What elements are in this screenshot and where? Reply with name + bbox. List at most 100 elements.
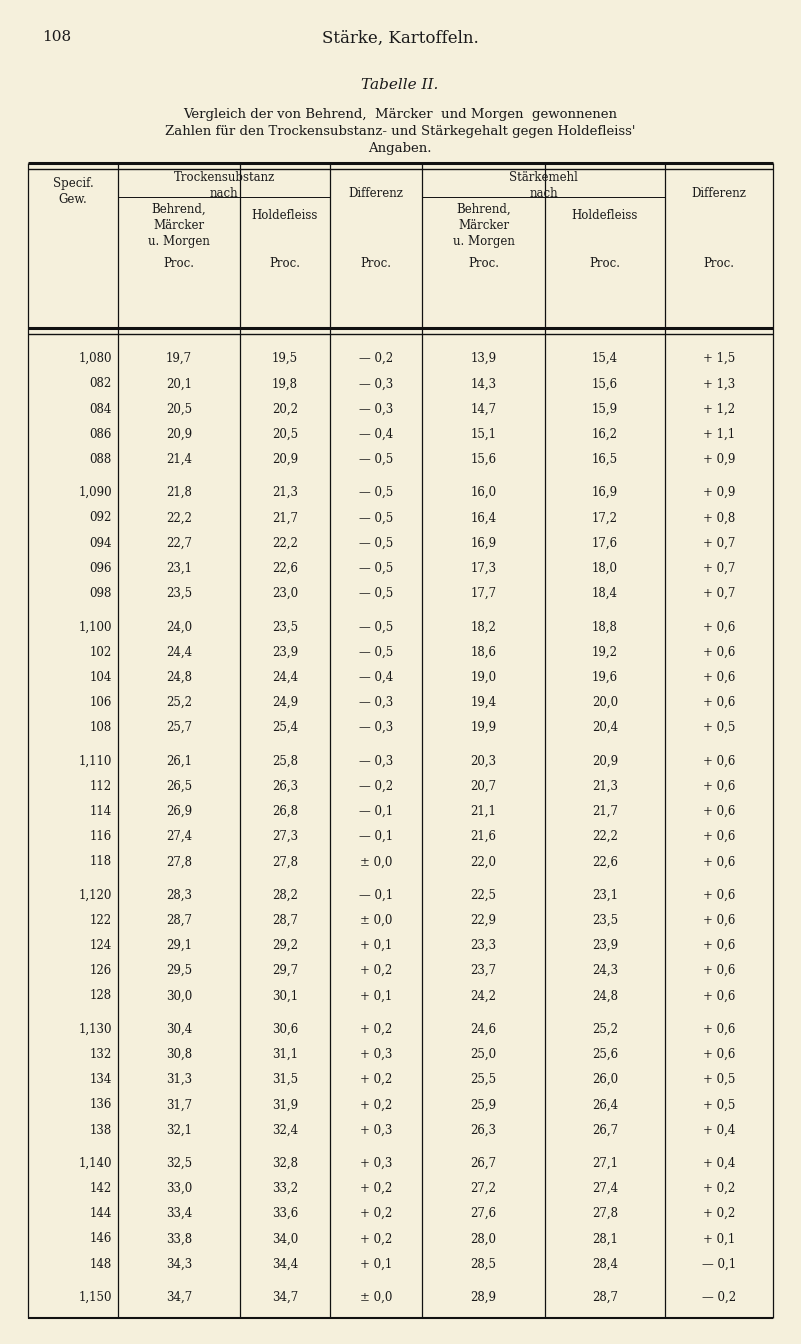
Text: 21,8: 21,8	[166, 487, 192, 499]
Text: + 0,2: + 0,2	[360, 1232, 392, 1246]
Text: — 0,2: — 0,2	[359, 780, 393, 793]
Text: 22,5: 22,5	[470, 888, 497, 902]
Text: 25,2: 25,2	[166, 696, 192, 710]
Text: ± 0,0: ± 0,0	[360, 1290, 392, 1304]
Text: 1,120: 1,120	[78, 888, 112, 902]
Text: 23,9: 23,9	[592, 939, 618, 952]
Text: 24,9: 24,9	[272, 696, 298, 710]
Text: + 0,6: + 0,6	[702, 1023, 735, 1036]
Text: 092: 092	[90, 512, 112, 524]
Text: 20,2: 20,2	[272, 403, 298, 415]
Text: + 0,1: + 0,1	[702, 1232, 735, 1246]
Text: 32,4: 32,4	[272, 1124, 298, 1137]
Text: 122: 122	[90, 914, 112, 927]
Text: — 0,4: — 0,4	[359, 427, 393, 441]
Text: — 0,3: — 0,3	[359, 378, 393, 390]
Text: 26,5: 26,5	[166, 780, 192, 793]
Text: 23,7: 23,7	[470, 964, 497, 977]
Text: Proc.: Proc.	[703, 257, 735, 270]
Text: 26,7: 26,7	[592, 1124, 618, 1137]
Text: 116: 116	[90, 831, 112, 843]
Text: 20,4: 20,4	[592, 722, 618, 734]
Text: 33,2: 33,2	[272, 1181, 298, 1195]
Text: Märcker: Märcker	[458, 219, 509, 233]
Text: + 0,3: + 0,3	[360, 1048, 392, 1060]
Text: + 0,7: + 0,7	[702, 536, 735, 550]
Text: 18,2: 18,2	[470, 621, 497, 633]
Text: 31,3: 31,3	[166, 1073, 192, 1086]
Text: 17,6: 17,6	[592, 536, 618, 550]
Text: Stärkemehl: Stärkemehl	[509, 171, 578, 184]
Text: + 0,6: + 0,6	[702, 754, 735, 767]
Text: 31,7: 31,7	[166, 1098, 192, 1111]
Text: 082: 082	[90, 378, 112, 390]
Text: + 0,9: + 0,9	[702, 453, 735, 466]
Text: + 0,6: + 0,6	[702, 645, 735, 659]
Text: 18,6: 18,6	[470, 645, 497, 659]
Text: 29,7: 29,7	[272, 964, 298, 977]
Text: — 0,5: — 0,5	[359, 536, 393, 550]
Text: 098: 098	[90, 587, 112, 601]
Text: 25,7: 25,7	[166, 722, 192, 734]
Text: 21,1: 21,1	[470, 805, 497, 818]
Text: 138: 138	[90, 1124, 112, 1137]
Text: Märcker: Märcker	[154, 219, 204, 233]
Text: 23,9: 23,9	[272, 645, 298, 659]
Text: 28,7: 28,7	[592, 1290, 618, 1304]
Text: 26,4: 26,4	[592, 1098, 618, 1111]
Text: 29,1: 29,1	[166, 939, 192, 952]
Text: — 0,1: — 0,1	[359, 888, 393, 902]
Text: u. Morgen: u. Morgen	[453, 235, 514, 249]
Text: 30,1: 30,1	[272, 989, 298, 1003]
Text: 28,4: 28,4	[592, 1258, 618, 1270]
Text: 148: 148	[90, 1258, 112, 1270]
Text: 108: 108	[42, 30, 71, 44]
Text: 22,9: 22,9	[470, 914, 497, 927]
Text: Proc.: Proc.	[590, 257, 621, 270]
Text: Proc.: Proc.	[269, 257, 300, 270]
Text: — 0,3: — 0,3	[359, 754, 393, 767]
Text: 20,5: 20,5	[166, 403, 192, 415]
Text: + 0,6: + 0,6	[702, 621, 735, 633]
Text: 1,090: 1,090	[78, 487, 112, 499]
Text: — 0,4: — 0,4	[359, 671, 393, 684]
Text: u. Morgen: u. Morgen	[148, 235, 210, 249]
Text: 28,0: 28,0	[470, 1232, 497, 1246]
Text: 22,2: 22,2	[272, 536, 298, 550]
Text: 28,7: 28,7	[272, 914, 298, 927]
Text: — 0,1: — 0,1	[359, 805, 393, 818]
Text: 20,7: 20,7	[470, 780, 497, 793]
Text: 106: 106	[90, 696, 112, 710]
Text: 25,4: 25,4	[272, 722, 298, 734]
Text: — 0,5: — 0,5	[359, 587, 393, 601]
Text: — 0,5: — 0,5	[359, 453, 393, 466]
Text: 22,2: 22,2	[166, 512, 192, 524]
Text: 27,4: 27,4	[592, 1181, 618, 1195]
Text: 26,3: 26,3	[470, 1124, 497, 1137]
Text: 34,0: 34,0	[272, 1232, 298, 1246]
Text: 27,1: 27,1	[592, 1157, 618, 1169]
Text: 27,8: 27,8	[166, 855, 192, 868]
Text: 146: 146	[90, 1232, 112, 1246]
Text: 19,0: 19,0	[470, 671, 497, 684]
Text: — 0,5: — 0,5	[359, 562, 393, 575]
Text: 086: 086	[90, 427, 112, 441]
Text: Zahlen für den Trockensubstanz- und Stärkegehalt gegen Holdefleiss': Zahlen für den Trockensubstanz- und Stär…	[165, 125, 635, 138]
Text: 32,5: 32,5	[166, 1157, 192, 1169]
Text: 20,9: 20,9	[272, 453, 298, 466]
Text: + 0,3: + 0,3	[360, 1157, 392, 1169]
Text: + 0,8: + 0,8	[702, 512, 735, 524]
Text: 25,8: 25,8	[272, 754, 298, 767]
Text: 15,1: 15,1	[470, 427, 497, 441]
Text: — 0,2: — 0,2	[702, 1290, 736, 1304]
Text: 136: 136	[90, 1098, 112, 1111]
Text: 16,4: 16,4	[470, 512, 497, 524]
Text: 24,6: 24,6	[470, 1023, 497, 1036]
Text: 29,2: 29,2	[272, 939, 298, 952]
Text: + 0,7: + 0,7	[702, 587, 735, 601]
Text: Angaben.: Angaben.	[368, 142, 432, 155]
Text: 26,3: 26,3	[272, 780, 298, 793]
Text: 19,4: 19,4	[470, 696, 497, 710]
Text: 21,3: 21,3	[272, 487, 298, 499]
Text: + 0,7: + 0,7	[702, 562, 735, 575]
